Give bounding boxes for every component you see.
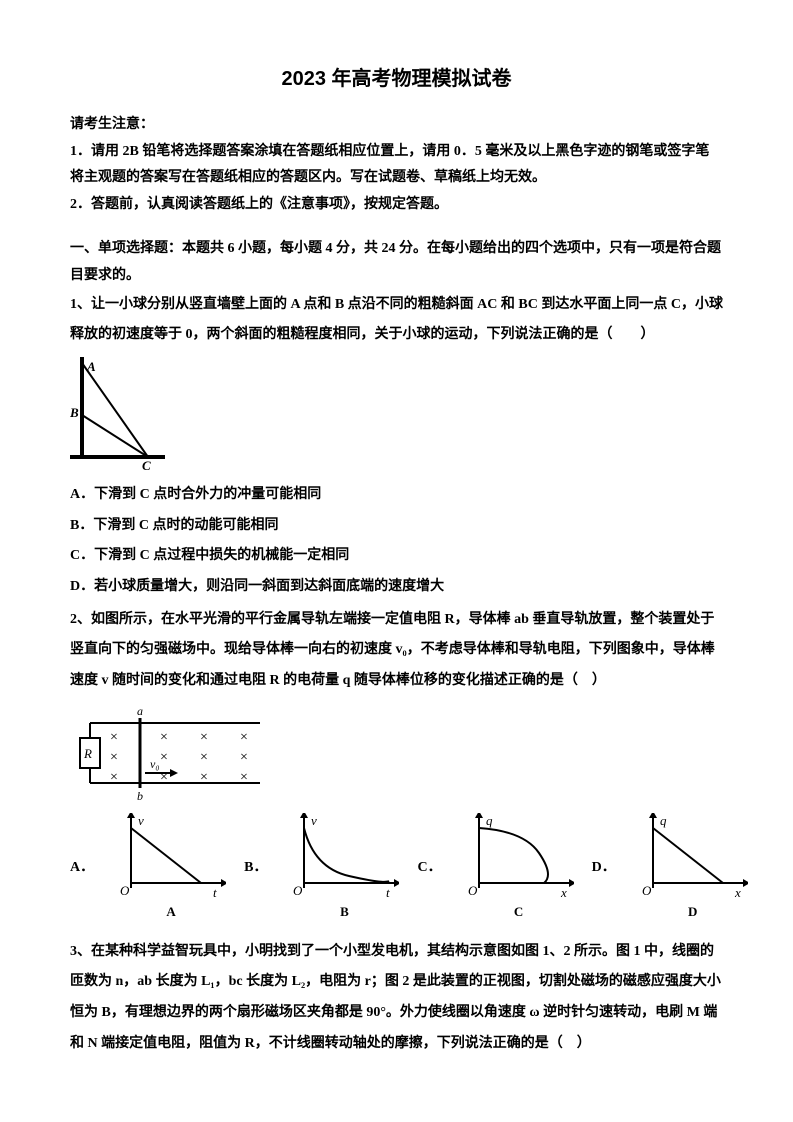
- svg-text:×: ×: [240, 750, 248, 765]
- q2-sub-c: C: [464, 900, 574, 925]
- q1-option-a: A．下滑到 C 点时合外力的冲量可能相同: [70, 482, 723, 509]
- q2-graph-b: v O t B: [289, 813, 399, 925]
- page-title: 2023 年高考物理模拟试卷: [70, 60, 723, 98]
- instructions-heading: 请考生注意：: [70, 112, 723, 139]
- question-3-text: 3、在某种科学益智玩具中，小明找到了一个小型发电机，其结构示意图如图 1、2 所…: [70, 937, 723, 1060]
- svg-text:×: ×: [240, 770, 248, 785]
- q2-sub-a: A: [116, 900, 226, 925]
- svg-text:t: t: [386, 885, 390, 898]
- q1-option-c: C．下滑到 C 点过程中损失的机械能一定相同: [70, 543, 723, 570]
- q2-label-d: D．: [592, 855, 616, 882]
- svg-text:a: a: [137, 704, 143, 718]
- svg-text:x: x: [560, 885, 567, 898]
- instructions-note-2: 2．答题前，认真阅读答题纸上的《注意事项》，按规定答题。: [70, 192, 723, 219]
- q2-sub-d: D: [638, 900, 748, 925]
- svg-text:t: t: [213, 885, 217, 898]
- instructions-block: 请考生注意： 1．请用 2B 铅笔将选择题答案涂填在答题纸相应位置上，请用 0．…: [70, 112, 723, 218]
- svg-text:×: ×: [240, 730, 248, 745]
- svg-text:×: ×: [160, 730, 168, 745]
- q2-sub-b: B: [289, 900, 399, 925]
- svg-text:x: x: [734, 885, 741, 898]
- svg-text:v₀: v₀: [150, 757, 160, 771]
- svg-text:×: ×: [160, 770, 168, 785]
- svg-text:b: b: [137, 789, 143, 803]
- question-1-text: 1、让一小球分别从竖直墙壁上面的 A 点和 B 点沿不同的粗糙斜面 AC 和 B…: [70, 290, 723, 352]
- svg-text:O: O: [120, 883, 130, 898]
- svg-text:×: ×: [110, 770, 118, 785]
- q2-label-c: C．: [417, 855, 441, 882]
- q2-label-b: B．: [244, 855, 267, 882]
- question-2-circuit: R a b v₀ × × × × × × × × × × × ×: [70, 703, 723, 803]
- q2-label-a: A．: [70, 855, 94, 882]
- svg-text:O: O: [468, 883, 478, 898]
- section-1-heading: 一、单项选择题：本题共 6 小题，每小题 4 分，共 24 分。在每小题给出的四…: [70, 236, 723, 289]
- svg-text:×: ×: [110, 750, 118, 765]
- svg-text:R: R: [83, 746, 92, 761]
- q2-graph-d: q O x D: [638, 813, 748, 925]
- instructions-note-1: 1．请用 2B 铅笔将选择题答案涂填在答题纸相应位置上，请用 0．5 毫米及以上…: [70, 139, 723, 192]
- svg-text:×: ×: [160, 750, 168, 765]
- svg-text:v: v: [138, 813, 144, 828]
- svg-text:v: v: [311, 813, 317, 828]
- svg-text:A: A: [86, 359, 96, 374]
- question-1-figure: A B C: [70, 357, 723, 472]
- q1-option-b: B．下滑到 C 点时的动能可能相同: [70, 513, 723, 540]
- svg-text:B: B: [70, 405, 79, 420]
- svg-text:×: ×: [200, 730, 208, 745]
- svg-text:O: O: [293, 883, 303, 898]
- svg-text:O: O: [642, 883, 652, 898]
- question-2-text: 2、如图所示，在水平光滑的平行金属导轨左端接一定值电阻 R，导体棒 ab 垂直导…: [70, 605, 723, 697]
- svg-text:×: ×: [200, 750, 208, 765]
- svg-text:C: C: [142, 458, 151, 472]
- q1-option-d: D．若小球质量增大，则沿同一斜面到达斜面底端的速度增大: [70, 574, 723, 601]
- svg-text:×: ×: [110, 730, 118, 745]
- question-2-options-row: A． v O t A B． v O t B C．: [70, 813, 723, 925]
- q2-graph-c: q O x C: [464, 813, 574, 925]
- svg-text:×: ×: [200, 770, 208, 785]
- q2-graph-a: v O t A: [116, 813, 226, 925]
- svg-text:q: q: [486, 813, 493, 828]
- svg-text:q: q: [660, 813, 667, 828]
